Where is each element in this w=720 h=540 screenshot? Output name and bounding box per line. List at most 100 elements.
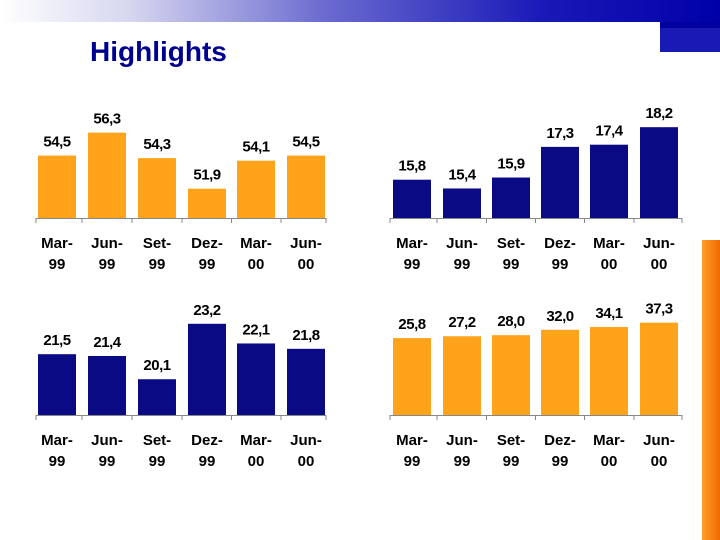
x-tick-label: Dez- — [544, 235, 576, 252]
bar — [138, 158, 176, 218]
bar — [287, 348, 325, 415]
bar — [237, 343, 275, 415]
bar — [88, 355, 126, 415]
data-label: 54,3 — [143, 136, 170, 153]
data-label: 20,1 — [143, 357, 170, 374]
x-tick-label: Mar- — [240, 235, 272, 252]
x-tick-label: 99 — [503, 453, 520, 470]
x-tick-label: Jun- — [290, 235, 322, 252]
data-label: 18,2 — [645, 105, 672, 122]
x-tick-label: Jun- — [91, 432, 123, 449]
x-tick-label: 00 — [601, 453, 618, 470]
x-tick-label: Mar- — [240, 432, 272, 449]
bar — [393, 338, 431, 415]
bar — [393, 179, 431, 218]
x-tick-label: 99 — [404, 256, 421, 273]
bar — [640, 127, 678, 218]
x-tick-label: Set- — [143, 432, 171, 449]
bar — [287, 155, 325, 218]
data-label: 23,2 — [193, 302, 220, 319]
data-label: 54,1 — [242, 139, 269, 156]
x-tick-label: 99 — [199, 256, 216, 273]
x-tick-label: Dez- — [544, 432, 576, 449]
x-tick-label: Jun- — [446, 235, 478, 252]
data-label: 15,8 — [398, 158, 425, 175]
data-label: 15,9 — [497, 156, 524, 173]
side-accent-bar — [702, 240, 720, 540]
x-tick-label: 00 — [298, 453, 315, 470]
data-label: 21,4 — [93, 334, 121, 351]
x-tick-label: 00 — [651, 256, 668, 273]
x-tick-label: 00 — [248, 256, 265, 273]
x-tick-label: Mar- — [41, 432, 73, 449]
bar — [492, 335, 530, 415]
data-label: 32,0 — [546, 308, 573, 325]
bar — [443, 188, 481, 218]
x-tick-label: 99 — [99, 256, 116, 273]
x-tick-label: 99 — [99, 453, 116, 470]
x-tick-label: 99 — [454, 453, 471, 470]
bar — [88, 132, 126, 218]
x-tick-label: 99 — [552, 453, 569, 470]
bar — [138, 379, 176, 415]
x-tick-label: Dez- — [191, 235, 223, 252]
x-tick-label: 00 — [248, 453, 265, 470]
x-tick-label: Jun- — [91, 235, 123, 252]
x-tick-label: 99 — [199, 453, 216, 470]
data-label: 25,8 — [398, 316, 425, 333]
x-tick-label: Mar- — [593, 432, 625, 449]
bar — [590, 326, 628, 415]
x-tick-label: Mar- — [396, 432, 428, 449]
data-label: 21,5 — [43, 332, 70, 349]
x-tick-label: Mar- — [396, 235, 428, 252]
data-label: 27,2 — [448, 314, 475, 331]
data-label: 22,1 — [242, 321, 269, 338]
x-tick-label: 99 — [552, 256, 569, 273]
x-tick-label: 99 — [49, 256, 66, 273]
bar — [541, 329, 579, 415]
data-label: 34,1 — [595, 305, 622, 322]
corner-accent-block — [660, 22, 720, 52]
bar — [188, 188, 226, 218]
x-tick-label: Mar- — [41, 235, 73, 252]
bar — [38, 354, 76, 415]
x-tick-label: Jun- — [643, 235, 675, 252]
bar — [541, 146, 579, 218]
bar — [590, 144, 628, 218]
x-tick-label: 99 — [454, 256, 471, 273]
x-tick-label: Dez- — [191, 432, 223, 449]
data-label: 56,3 — [93, 111, 120, 128]
x-tick-label: 99 — [404, 453, 421, 470]
x-tick-label: 00 — [601, 256, 618, 273]
data-label: 51,9 — [193, 167, 220, 184]
page-title: Highlights — [90, 36, 227, 67]
bar — [640, 322, 678, 415]
x-tick-label: 00 — [298, 256, 315, 273]
bar — [443, 336, 481, 415]
top-gradient-bar — [0, 0, 720, 22]
x-tick-label: 99 — [49, 453, 66, 470]
x-tick-label: Set- — [143, 235, 171, 252]
x-tick-label: Jun- — [290, 432, 322, 449]
x-tick-label: Set- — [497, 235, 525, 252]
data-label: 17,3 — [546, 125, 573, 142]
bar — [237, 160, 275, 218]
bar — [492, 177, 530, 218]
bar — [188, 323, 226, 415]
x-tick-label: 99 — [503, 256, 520, 273]
data-label: 28,0 — [497, 313, 524, 330]
x-tick-label: Set- — [497, 432, 525, 449]
data-label: 21,8 — [292, 327, 319, 344]
x-tick-label: 99 — [149, 453, 166, 470]
x-tick-label: Jun- — [643, 432, 675, 449]
data-label: 54,5 — [43, 134, 70, 151]
bar — [38, 155, 76, 218]
data-label: 54,5 — [292, 134, 319, 151]
x-tick-label: Mar- — [593, 235, 625, 252]
x-tick-label: 00 — [651, 453, 668, 470]
x-tick-label: 99 — [149, 256, 166, 273]
data-label: 17,4 — [595, 123, 623, 140]
data-label: 15,4 — [448, 166, 476, 183]
x-tick-label: Jun- — [446, 432, 478, 449]
